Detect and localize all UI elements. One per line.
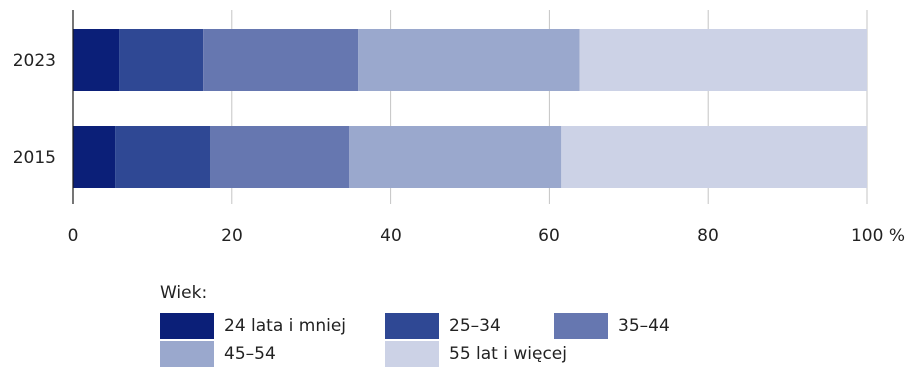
bar-segment	[358, 29, 580, 91]
legend-item: 55 lat i więcej	[385, 341, 567, 367]
y-axis-labels: 2023 2015	[13, 51, 56, 168]
bar-segment	[115, 126, 211, 188]
legend-label: 45–54	[224, 344, 276, 364]
y-tick-label: 2015	[13, 148, 56, 168]
legend-label: 25–34	[449, 316, 501, 336]
x-tick-label: 80	[697, 226, 719, 246]
legend-item: 24 lata i mniej	[160, 313, 346, 339]
x-tick-label: 20	[221, 226, 243, 246]
bar-group	[73, 29, 867, 188]
bar-segment	[579, 29, 867, 91]
legend-item: 35–44	[554, 313, 670, 339]
legend-swatch	[385, 313, 439, 339]
legend-swatch	[554, 313, 608, 339]
x-tick-label: 0	[68, 226, 79, 246]
legend-item: 25–34	[385, 313, 501, 339]
bar-segment	[119, 29, 204, 91]
legend-title: Wiek:	[160, 283, 208, 303]
x-tick-label: 40	[380, 226, 402, 246]
x-axis-labels: 0 20 40 60 80 100 %	[68, 226, 905, 246]
bar-segment	[203, 29, 359, 91]
x-tick-label: 100 %	[851, 226, 905, 246]
bar-segment	[210, 126, 350, 188]
stacked-bar-chart: 2023 2015 0 20 40 60 80 100 %	[13, 10, 905, 246]
bar-segment	[73, 29, 120, 91]
bar-segment	[73, 126, 116, 188]
legend-label: 24 lata i mniej	[224, 316, 347, 336]
x-tick-label: 60	[538, 226, 560, 246]
legend-item: 45–54	[160, 341, 276, 367]
y-tick-label: 2023	[13, 51, 56, 71]
bar-segment	[349, 126, 562, 188]
bar-segment	[561, 126, 867, 188]
legend-swatch	[385, 341, 439, 367]
legend-label: 55 lat i więcej	[449, 344, 567, 364]
legend-label: 35–44	[618, 316, 670, 336]
legend-swatch	[160, 313, 214, 339]
legend-swatch	[160, 341, 214, 367]
legend: Wiek: 24 lata i mniej 25–34 35–44 45–54 …	[160, 283, 720, 367]
